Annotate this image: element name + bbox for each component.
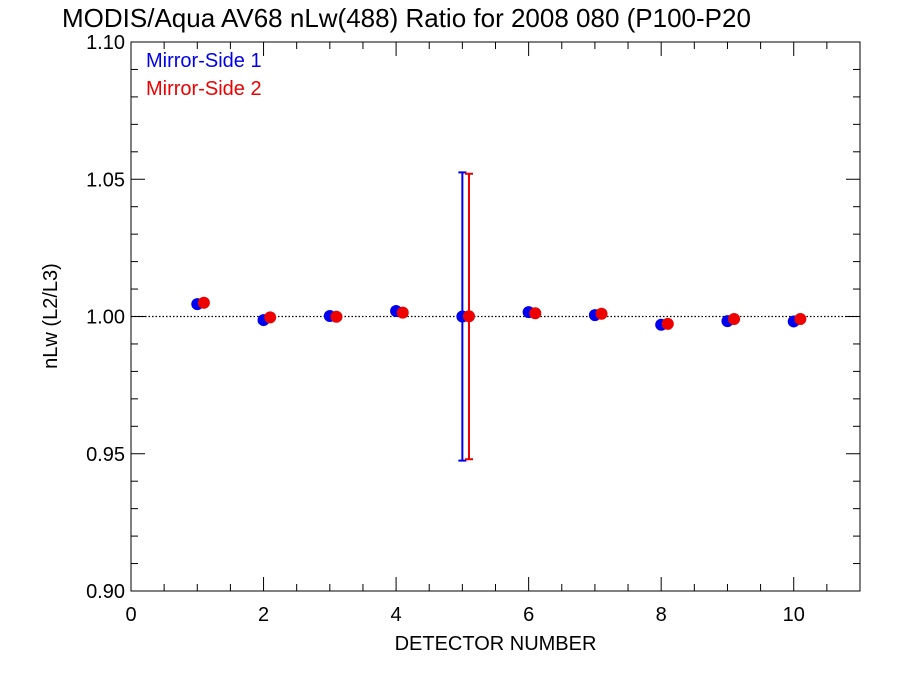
point-series-2 <box>595 307 608 320</box>
point-series-2 <box>264 311 277 324</box>
point-series-2 <box>529 307 542 320</box>
point-series-2 <box>197 296 210 309</box>
axis-ticks: 0 2 4 6 8 10 0.90 0.95 1.00 1.05 1.10 <box>86 32 860 626</box>
y-axis-label: nLw (L2/L3) <box>40 263 62 369</box>
point-series-2 <box>396 306 409 319</box>
data-points <box>191 296 807 331</box>
y-tick-label: 1.10 <box>86 32 125 54</box>
point-series-2 <box>462 310 475 323</box>
x-tick-label: 10 <box>783 604 805 626</box>
y-tick-label: 0.95 <box>86 444 125 466</box>
point-series-2 <box>794 312 807 325</box>
y-tick-label: 0.90 <box>86 581 125 603</box>
legend-entry-mirror-side-2: Mirror-Side 2 <box>146 78 262 100</box>
x-axis-label: DETECTOR NUMBER <box>395 633 597 655</box>
y-tick-label: 1.05 <box>86 169 125 191</box>
x-tick-label: 2 <box>258 604 269 626</box>
point-series-2 <box>661 317 674 330</box>
chart-title: MODIS/Aqua AV68 nLw(488) Ratio for 2008 … <box>62 3 751 33</box>
x-tick-label: 4 <box>391 604 402 626</box>
x-tick-label: 6 <box>523 604 534 626</box>
x-tick-label: 8 <box>656 604 667 626</box>
point-series-2 <box>330 310 343 323</box>
legend-entry-mirror-side-1: Mirror-Side 1 <box>146 50 262 72</box>
x-tick-label: 0 <box>125 604 136 626</box>
point-series-2 <box>728 312 741 325</box>
y-tick-label: 1.00 <box>86 307 125 329</box>
